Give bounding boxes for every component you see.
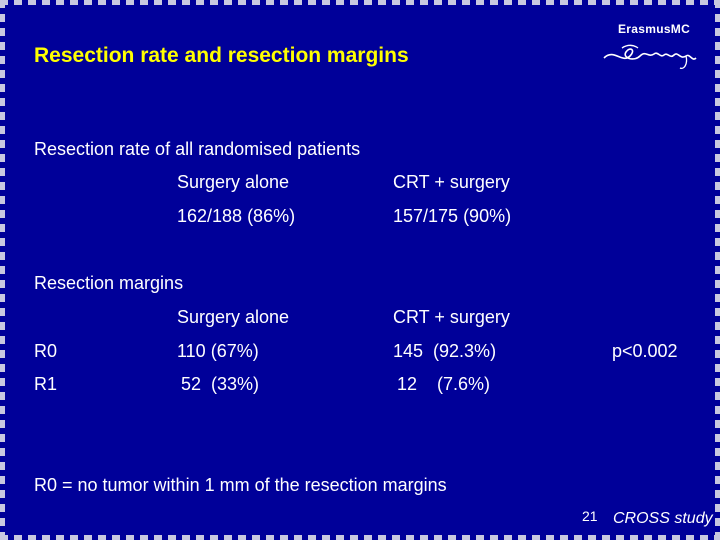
crt-surgery-rate: 157/175 (90%) [393,206,512,226]
study-label: CROSS study [613,510,713,527]
logo-signature-icon [603,44,697,70]
r1-crt-surgery: 12 (7.6%) [397,374,491,394]
r0-surgery-alone: 110 (67%) [177,341,259,361]
row-label-r0: R0 [34,341,58,361]
surgery-alone-header-1: Surgery alone [177,172,290,192]
resection-rate-heading: Resection rate of all randomised patient… [34,139,361,159]
crt-surgery-header-1: CRT + surgery [393,172,510,192]
slide-title: Resection rate and resection margins [34,44,409,67]
r1-surgery-alone: 52 (33%) [181,374,260,394]
footnote: R0 = no tumor within 1 mm of the resecti… [34,475,447,495]
crt-surgery-header-2: CRT + surgery [393,307,510,327]
resection-margins-heading: Resection margins [34,273,184,293]
r0-crt-surgery: 145 (92.3%) [393,341,497,361]
row-label-r1: R1 [34,374,58,394]
p-value: p<0.002 [612,341,678,361]
page-number: 21 [582,508,598,524]
surgery-alone-rate: 162/188 (86%) [177,206,296,226]
surgery-alone-header-2: Surgery alone [177,307,290,327]
logo-wordmark: ErasmusMC [618,22,691,36]
erasmus-mc-logo: ErasmusMC [600,18,705,74]
